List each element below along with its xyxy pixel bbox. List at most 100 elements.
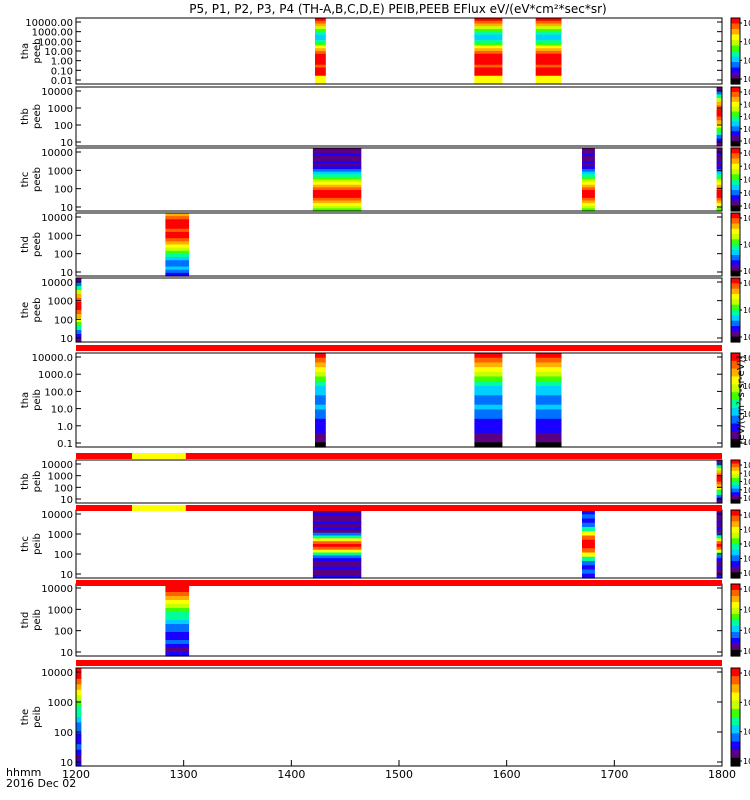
spectrogram-cell (474, 53, 503, 58)
colorbar: 10⁶ 10⁵ 10⁴ 10³ (730, 667, 750, 767)
y-tick-label: 0.10 (51, 66, 73, 77)
spectrogram-cell (582, 176, 595, 181)
status-segment (131, 505, 186, 511)
status-segment (185, 453, 722, 459)
spectrogram-cell (474, 395, 503, 401)
colorbar-swatch (731, 56, 740, 63)
status-segment (76, 453, 132, 459)
spectrogram-cell (315, 26, 326, 30)
spectrogram-cell (165, 628, 190, 633)
colorbar-swatch (731, 638, 740, 645)
spectrogram-cell (76, 290, 82, 295)
spectrogram-cell (716, 163, 722, 167)
colorbar-swatch (731, 614, 740, 621)
colorbar-tick-label: 10⁶ (743, 162, 750, 171)
spectrogram-cell (716, 500, 722, 504)
colorbar-swatch (731, 184, 740, 191)
y-tick-label: 100 (54, 728, 73, 739)
spectrogram-cell (535, 81, 562, 85)
panel-label-probe: thb (20, 108, 31, 125)
spectrogram-cell (312, 176, 362, 181)
colorbar-tick-label: 10⁵ (743, 382, 750, 391)
spectrogram-cell (582, 569, 595, 575)
colorbar-swatch (731, 131, 740, 137)
colorbar-swatch (731, 749, 740, 759)
colorbar-swatch (731, 590, 740, 597)
spectrogram-cell (535, 67, 562, 71)
spectrogram-cell (312, 549, 362, 554)
spectrogram-cell (315, 385, 326, 392)
panel-frame (75, 147, 723, 212)
spectrogram-cell (474, 404, 503, 410)
colorbar-swatch (731, 106, 740, 113)
x-tick-label: 1500 (385, 768, 413, 781)
panel-label-probe: thc (20, 536, 31, 552)
spectrogram-cell (474, 376, 503, 382)
panel-label-instrument: peeb (32, 298, 43, 323)
colorbar-tick-label: 10³ (743, 202, 750, 211)
status-bar-thd_peib (76, 660, 722, 666)
spectrogram-cell (474, 367, 503, 373)
spectrogram-cell (165, 235, 190, 239)
spectrogram-cell (582, 153, 595, 157)
colorbar-swatch (731, 692, 740, 702)
spectrogram-cell (312, 521, 362, 525)
spectrogram-cell (716, 195, 722, 199)
spectrogram-cell (315, 395, 326, 401)
status-bar-tha_peib (76, 453, 722, 459)
spectrogram-cell (474, 442, 503, 448)
colorbar-swatch (731, 265, 740, 272)
colorbar-swatch (731, 195, 740, 202)
spectrogram-cell (315, 59, 326, 63)
spectrogram-cell (315, 414, 326, 420)
spectrogram-cell (312, 200, 362, 204)
colorbar-swatch (731, 310, 740, 316)
spectrogram-cell (716, 481, 722, 485)
spectrogram-cell (582, 174, 595, 178)
status-segment (185, 505, 722, 511)
panel-frame (75, 86, 723, 147)
y-tick-label: 1000.0 (38, 370, 73, 381)
y-tick-label: 100 (54, 315, 73, 326)
spectrogram-block (716, 87, 722, 147)
spectrogram-block (312, 510, 362, 579)
spectrogram-cell (474, 81, 503, 85)
y-tick-label: 1000 (48, 698, 73, 709)
colorbar-swatch (731, 73, 740, 80)
spectrogram-cell (312, 192, 362, 196)
colorbar-swatch (731, 239, 740, 246)
spectrogram-cell (315, 442, 326, 448)
colorbar-tick-label: 10³ (743, 494, 750, 503)
spectrogram-cell (716, 558, 722, 562)
spectrogram-block (312, 148, 362, 212)
spectrogram-cell (474, 75, 503, 80)
colorbar-tick-label: 10⁵ (743, 698, 750, 707)
colorbar-tick-label: 10³ (743, 757, 750, 766)
spectrogram-cell (76, 294, 82, 299)
spectrogram-cell (716, 484, 722, 488)
spectrogram-cell (535, 367, 562, 373)
x-tick-label: 1800 (708, 768, 736, 781)
colorbar-swatch (731, 34, 740, 41)
colorbar-units-label: [eV/(cm²-s-sr-eV)] (736, 355, 747, 444)
spectrogram-cell (716, 131, 722, 136)
spectrogram-cell (535, 64, 562, 69)
spectrogram-cell (535, 395, 562, 401)
spectrogram-cell (76, 678, 82, 685)
colorbar-tick-label: 10⁴ (743, 189, 750, 198)
spectrogram-cell (582, 197, 595, 202)
spectrogram-cell (315, 437, 326, 443)
panel-frame (75, 277, 723, 343)
colorbar: 10⁷ 10⁶ 10⁵ (730, 212, 750, 277)
colorbar-swatch (731, 40, 740, 47)
colorbar-tick-label: 10⁸ (743, 19, 750, 28)
colorbar-swatch (731, 249, 740, 256)
panel-label-instrument: peeb (32, 232, 43, 257)
spectrogram-cell (76, 326, 82, 331)
colorbar-swatch (731, 213, 740, 219)
spectrogram-cell (535, 23, 562, 27)
colorbar-swatch (731, 717, 740, 726)
colorbar-swatch (731, 179, 740, 186)
spectrogram-cell (716, 116, 722, 121)
